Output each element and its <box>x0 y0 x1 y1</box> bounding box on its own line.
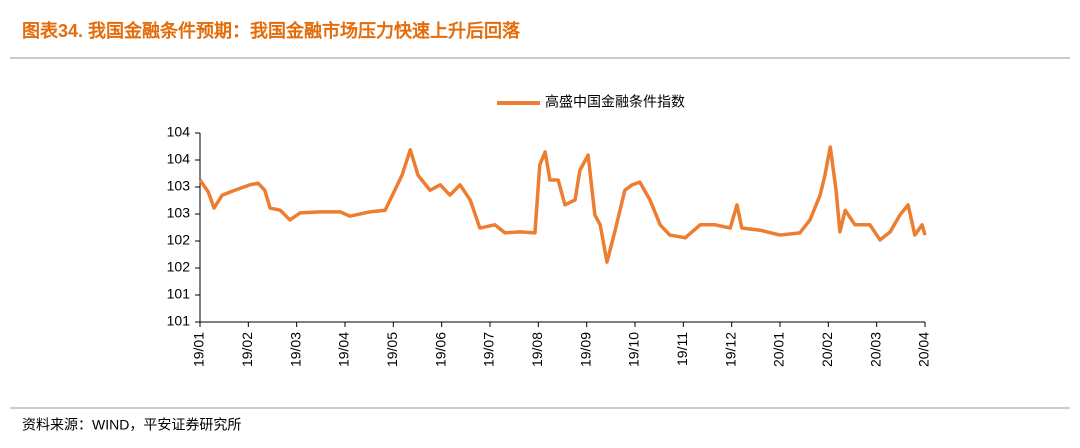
x-tick-label: 19/07 <box>481 332 497 367</box>
y-tick-label: 104 <box>167 124 191 140</box>
y-tick-label: 104 <box>167 151 191 167</box>
series-line <box>198 145 927 264</box>
y-tick-label: 101 <box>167 313 191 329</box>
x-tick-label: 19/04 <box>336 332 352 367</box>
x-tick-label: 19/01 <box>191 332 207 367</box>
y-tick-label: 103 <box>167 178 191 194</box>
y-tick-label: 101 <box>167 286 191 302</box>
x-tick-label: 19/12 <box>722 332 738 367</box>
x-tick-label: 19/03 <box>287 332 303 367</box>
x-tick-label: 19/02 <box>239 332 255 367</box>
x-tick-label: 19/05 <box>384 332 400 367</box>
y-tick-label: 102 <box>167 259 191 275</box>
legend-label: 高盛中国金融条件指数 <box>545 94 685 110</box>
y-tick-label: 102 <box>167 232 191 248</box>
x-tick-label: 19/06 <box>432 332 448 367</box>
x-tick-label: 20/01 <box>771 332 787 367</box>
chart-title: 图表34. 我国金融条件预期：我国金融市场压力快速上升后回落 <box>22 20 521 41</box>
x-tick-label: 19/08 <box>529 332 545 367</box>
source: 资料来源：WIND，平安证券研究所 <box>22 417 241 433</box>
x-tick-label: 19/11 <box>674 332 690 366</box>
x-tick-label: 20/04 <box>916 332 932 367</box>
x-tick-label: 20/02 <box>819 332 835 367</box>
x-tick-label: 20/03 <box>867 332 883 367</box>
x-tick-label: 19/10 <box>626 332 642 367</box>
y-tick-label: 103 <box>167 205 191 221</box>
x-tick-label: 19/09 <box>577 332 593 367</box>
